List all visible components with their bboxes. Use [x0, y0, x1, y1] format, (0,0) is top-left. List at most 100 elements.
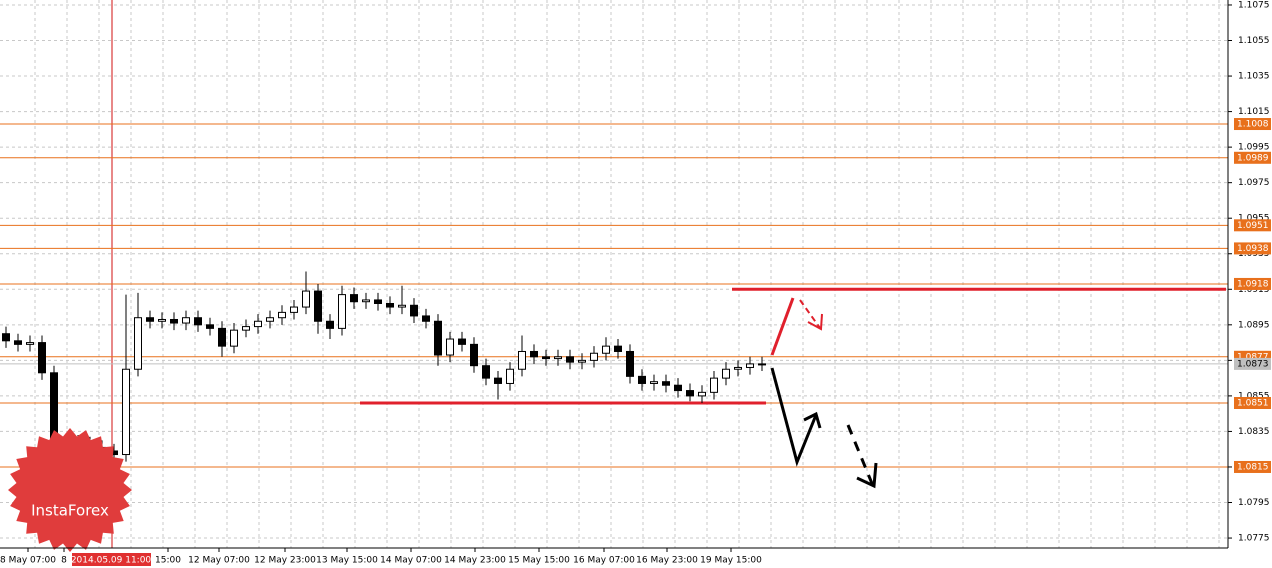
annotations	[770, 297, 878, 489]
candle-body	[530, 350, 538, 358]
x-tick-label: 16 May 07:00	[573, 556, 635, 566]
current-price-bg	[1234, 357, 1271, 370]
y-tick-label: 1.0975	[1238, 178, 1270, 188]
x-tick-label: 12 May 07:00	[188, 556, 250, 566]
candle-body	[122, 368, 130, 456]
candle-body	[170, 318, 178, 324]
level-label-bg	[1234, 460, 1271, 473]
arrow-dashed	[846, 424, 875, 487]
y-tick-label: 1.1055	[1238, 36, 1270, 46]
candle-body	[554, 356, 562, 360]
y-tick-label: 1.0955	[1238, 214, 1270, 224]
level-label: 1.0918	[1237, 279, 1269, 289]
candle-body	[650, 381, 658, 384]
grid	[0, 0, 1228, 548]
candle-body	[758, 363, 766, 366]
y-tick-label: 1.1075	[1238, 0, 1270, 10]
logo-text: InstaForex	[31, 502, 109, 520]
candle-body	[578, 359, 586, 363]
x-tick-label: 14 May 23:00	[444, 556, 506, 566]
level-label-bg	[1234, 151, 1271, 164]
candle-body	[686, 390, 694, 397]
candle-body	[566, 356, 574, 363]
candle-body	[266, 317, 274, 322]
candle-body	[674, 384, 682, 392]
y-tick-label: 1.1015	[1238, 107, 1270, 117]
x-tick-label: 15:00	[155, 556, 181, 566]
candle-body	[326, 320, 334, 329]
x-tick-label: 15 May 15:00	[508, 556, 570, 566]
levels	[0, 123, 1228, 468]
level-label-bg	[1234, 118, 1271, 131]
candle-body	[494, 377, 502, 384]
x-tick-label: 12 May 23:00	[254, 556, 316, 566]
y-tick-label: 1.0995	[1238, 143, 1270, 153]
candle-body	[254, 320, 262, 328]
arrow-head	[856, 462, 878, 489]
candle-body	[314, 290, 322, 322]
candle-body	[698, 391, 706, 397]
level-label: 1.0938	[1237, 244, 1269, 254]
y-tick-label: 1.0895	[1238, 320, 1270, 330]
candle-body	[350, 294, 358, 303]
candle-body	[602, 345, 610, 354]
candle-body	[194, 317, 202, 326]
candle-body	[638, 375, 646, 384]
level-label: 1.0951	[1237, 221, 1269, 231]
candle-body	[374, 299, 382, 304]
candle-body	[410, 304, 418, 317]
candle-body	[38, 342, 46, 374]
candle-body	[230, 329, 238, 347]
y-tick-label: 1.0775	[1238, 534, 1270, 544]
candle-body	[446, 338, 454, 356]
candle-body	[434, 320, 442, 356]
y-tick-label: 1.0835	[1238, 427, 1270, 437]
cursor-time-bg	[72, 553, 151, 566]
candle-body	[278, 311, 286, 319]
candle-body	[362, 299, 370, 303]
x-tick-label: 8	[61, 556, 67, 566]
candle-body	[518, 350, 526, 370]
candle-body	[482, 365, 490, 379]
candle-body	[2, 333, 10, 342]
candle-body	[338, 294, 346, 329]
candle-body	[14, 340, 22, 345]
x-tick-label: 16 May 23:00	[636, 556, 698, 566]
level-label: 1.0851	[1237, 399, 1269, 409]
candle-body	[590, 352, 598, 361]
candle-body	[734, 366, 742, 370]
candle-body	[290, 306, 298, 313]
candle-body	[26, 342, 34, 345]
x-tick-label: 19 May 15:00	[700, 556, 762, 566]
arrow-dashed	[799, 299, 821, 329]
candle-body	[506, 368, 514, 384]
y-tick-label: 1.0855	[1238, 391, 1270, 401]
candle-body	[386, 302, 394, 308]
candle-body	[218, 327, 226, 347]
candle-body	[614, 345, 622, 352]
candle-body	[626, 350, 634, 377]
level-label-bg	[1234, 397, 1271, 410]
y-tick-label: 1.1035	[1238, 72, 1270, 82]
candle-body	[746, 363, 754, 368]
candle-body	[182, 317, 190, 324]
arrow-down	[770, 367, 818, 467]
level-label-bg	[1234, 277, 1271, 290]
candle-body	[470, 343, 478, 367]
level-label: 1.0989	[1237, 153, 1269, 163]
logo: InstaForex	[8, 428, 132, 552]
candles	[2, 271, 766, 471]
arrow-head	[807, 313, 823, 331]
x-tick-label: 8 May 07:00	[0, 556, 56, 566]
level-label-bg	[1234, 219, 1271, 232]
candle-body	[662, 381, 670, 386]
candle-body	[422, 315, 430, 322]
logo-badge	[8, 428, 132, 552]
candle-body	[146, 317, 154, 322]
candle-body	[710, 377, 718, 393]
y-tick-label: 1.0795	[1238, 498, 1270, 508]
candle-body	[722, 368, 730, 379]
candle-body	[458, 338, 466, 345]
